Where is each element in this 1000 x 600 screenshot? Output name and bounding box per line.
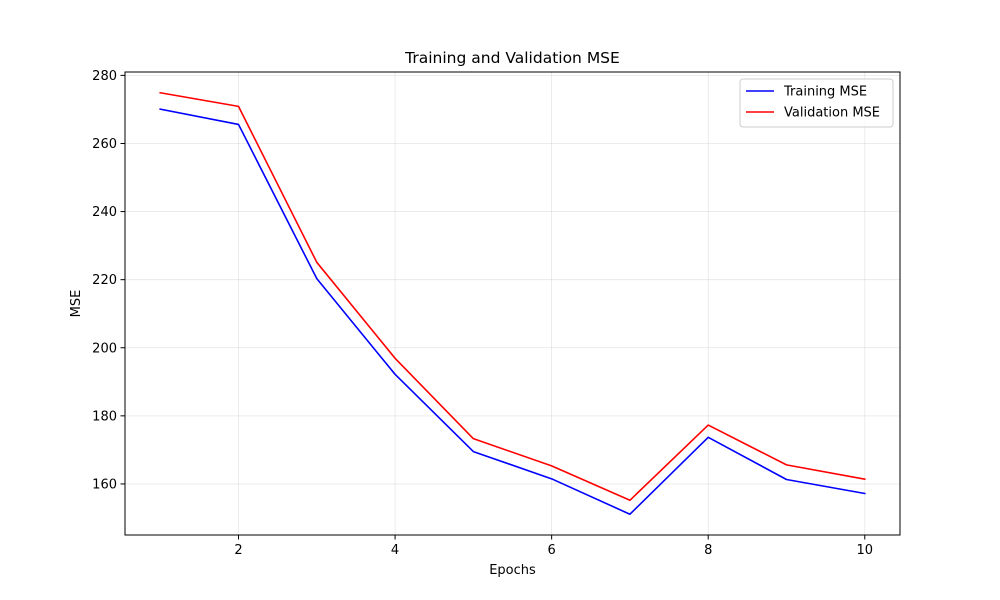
grid: [125, 72, 900, 535]
plot-area-frame: [124, 71, 901, 536]
legend: Training MSE Validation MSE: [739, 78, 894, 128]
series-lines: [159, 91, 866, 516]
chart-title: Training and Validation MSE: [404, 49, 620, 67]
x-tick-label: 8: [704, 543, 712, 558]
series-line-validation-mse: [159, 91, 866, 502]
legend-label: Validation MSE: [784, 106, 880, 121]
y-tick-label: 220: [92, 273, 117, 288]
x-tick-label: 4: [391, 543, 399, 558]
x-tick-label: 10: [856, 543, 873, 558]
x-tick-label: 2: [234, 543, 242, 558]
legend-label: Training MSE: [783, 85, 867, 100]
y-tick-label: 260: [92, 137, 117, 152]
y-tick-label: 200: [92, 341, 117, 356]
y-axis-label: MSE: [69, 290, 84, 318]
y-tick-label: 240: [92, 205, 117, 220]
legend-box: [739, 78, 894, 128]
y-tick-label: 280: [92, 69, 117, 84]
x-axis-label: Epochs: [489, 563, 536, 578]
y-tick-label: 180: [92, 409, 117, 424]
axis-ticks: 2 4 6 8 10 160 180 200 220 240 260 280: [92, 69, 873, 558]
series-line-training-mse: [159, 108, 866, 516]
x-tick-label: 6: [548, 543, 556, 558]
y-tick-label: 160: [92, 477, 117, 492]
